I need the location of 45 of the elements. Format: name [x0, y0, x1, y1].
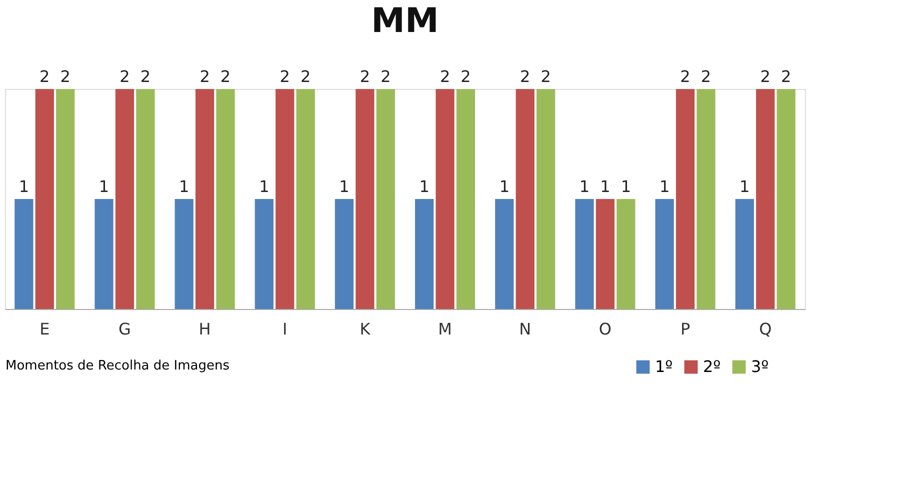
data-label: 2	[200, 67, 210, 86]
data-label: 2	[700, 67, 712, 86]
x-axis-title: Momentos de Recolha de Imagens	[6, 358, 230, 374]
data-label: 2	[140, 67, 151, 86]
data-label: 2	[380, 67, 391, 86]
x-tick-label: N	[519, 320, 532, 338]
data-label: 1	[419, 177, 430, 196]
x-tick-label: K	[360, 320, 371, 338]
data-label: 2	[60, 67, 70, 86]
data-label: 1	[18, 177, 30, 196]
x-tick-label: E	[40, 320, 50, 338]
data-label: 2	[120, 67, 130, 86]
data-label: 2	[520, 67, 530, 86]
legend-label: 1º	[655, 357, 673, 376]
data-label: 2	[440, 67, 450, 86]
chart-title: MM	[371, 1, 439, 41]
data-label: 1	[339, 177, 350, 196]
data-label: 1	[579, 177, 590, 196]
data-label: 1	[620, 177, 632, 196]
x-tick-label: P	[680, 320, 690, 338]
legend-label: 3º	[751, 357, 769, 376]
data-label: 2	[760, 67, 770, 86]
legend-label: 2º	[703, 357, 721, 376]
data-label: 1	[740, 177, 750, 196]
x-tick-label: I	[282, 320, 288, 338]
x-tick-label: O	[598, 320, 612, 338]
data-label: 1	[600, 177, 610, 196]
data-label: 2	[220, 67, 231, 86]
data-label: 2	[780, 67, 792, 86]
data-label: 2	[680, 67, 690, 86]
x-tick-label: M	[438, 320, 452, 338]
x-tick-label: Q	[759, 320, 772, 338]
data-label: 1	[499, 177, 510, 196]
data-label: 1	[178, 177, 190, 196]
data-label: 2	[460, 67, 471, 86]
data-label: 1	[98, 177, 110, 196]
data-label: 1	[659, 177, 670, 196]
data-label: 2	[280, 67, 290, 86]
data-label: 2	[300, 67, 311, 86]
data-label: 2	[40, 67, 50, 86]
data-label: 2	[360, 67, 370, 86]
x-tick-label: G	[118, 320, 131, 338]
x-tick-label: H	[198, 320, 211, 338]
data-label: 2	[540, 67, 551, 86]
data-label: 1	[259, 177, 270, 196]
